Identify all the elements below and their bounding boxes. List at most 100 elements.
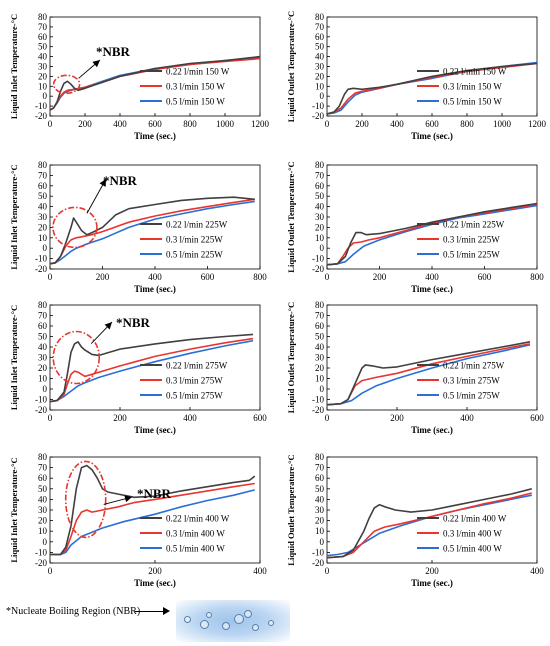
y-tick-label: 80 <box>315 160 325 170</box>
legend-label: 0.3 l/min 150 W <box>166 82 225 92</box>
y-tick-label: 20 <box>38 71 48 81</box>
y-tick-label: 10 <box>315 233 325 243</box>
y-tick-label: 20 <box>315 363 325 373</box>
legend-label: 0.3 l/min 150 W <box>443 82 502 92</box>
y-tick-label: -10 <box>312 101 324 111</box>
bubble-icon <box>252 624 259 631</box>
y-tick-label: 70 <box>315 170 325 180</box>
legend-label: 0.22 l/min 275W <box>166 361 228 371</box>
series-line-0 <box>327 202 537 266</box>
y-tick-label: 20 <box>38 516 48 526</box>
y-tick-label: -10 <box>35 101 47 111</box>
series-line-0 <box>50 333 254 403</box>
y-tick-label: 60 <box>38 181 48 191</box>
y-tick-label: 0 <box>43 384 48 394</box>
y-tick-label: 60 <box>38 321 48 331</box>
legend-label: 0.5 l/min 225W <box>166 250 223 260</box>
x-tick-label: 200 <box>390 413 404 423</box>
legend-label: 0.3 l/min 225W <box>443 235 500 245</box>
x-tick-label: 0 <box>325 413 330 423</box>
x-tick-label: 1000 <box>216 119 235 129</box>
y-tick-label: 50 <box>38 191 48 201</box>
x-axis-label: Time (sec.) <box>134 284 176 294</box>
x-tick-label: 200 <box>78 119 92 129</box>
legend-label: 0.5 l/min 275W <box>443 391 500 401</box>
y-tick-label: 60 <box>38 32 48 42</box>
x-axis-label: Time (sec.) <box>411 578 453 588</box>
y-tick-label: -20 <box>312 264 324 274</box>
y-tick-label: -20 <box>35 264 47 274</box>
y-tick-label: 40 <box>38 202 48 212</box>
x-tick-label: 0 <box>325 119 330 129</box>
legend-label: 0.3 l/min 225W <box>166 235 223 245</box>
bubble-icon <box>206 612 212 618</box>
y-tick-label: 0 <box>320 243 325 253</box>
x-tick-label: 0 <box>325 566 330 576</box>
series-line-2 <box>50 200 255 265</box>
legend-label: 0.22 l/min 400 W <box>443 514 507 524</box>
legend-label: 0.5 l/min 400 W <box>443 544 502 554</box>
x-tick-label: 600 <box>478 272 492 282</box>
legend: 0.22 l/min 225W 0.3 l/min 225W 0.5 l/min 2… <box>417 220 505 260</box>
legend: 0.22 l/min 150 W 0.3 l/min 150 W 0.5 l/min… <box>417 67 507 107</box>
legend-label: 0.3 l/min 275W <box>166 376 223 386</box>
x-axis-label: Time (sec.) <box>411 131 453 141</box>
bubble-icon <box>234 614 244 624</box>
series-line-0 <box>50 464 256 556</box>
x-tick-label: 400 <box>425 272 439 282</box>
x-axis-label: Time (sec.) <box>134 131 176 141</box>
legend: 0.22 l/min 275W 0.3 l/min 275W 0.5 l/min 2… <box>140 361 228 401</box>
x-tick-label: 400 <box>253 566 267 576</box>
x-tick-label: 400 <box>183 413 197 423</box>
y-tick-label: -20 <box>35 405 47 415</box>
y-tick-label: 30 <box>315 505 325 515</box>
y-axis-label: Liquid Inlet Temperature-°C <box>9 164 19 269</box>
x-axis-label: Time (sec.) <box>134 578 176 588</box>
x-tick-label: 0 <box>48 566 53 576</box>
nbr-annotation: *NBR <box>96 44 131 59</box>
y-tick-label: 30 <box>315 212 325 222</box>
y-tick-label: 30 <box>38 62 48 72</box>
y-tick-label: 20 <box>315 71 325 81</box>
y-tick-label: -10 <box>35 254 47 264</box>
x-tick-label: 200 <box>113 413 127 423</box>
y-tick-label: 0 <box>43 537 48 547</box>
x-tick-label: 400 <box>390 119 404 129</box>
y-tick-label: 40 <box>315 52 325 62</box>
series-line-0 <box>327 62 537 115</box>
y-tick-label: 10 <box>315 526 325 536</box>
bubble-icon <box>222 622 230 630</box>
legend-label: 0.3 l/min 400 W <box>443 529 502 539</box>
x-tick-label: 200 <box>148 566 162 576</box>
y-tick-label: 70 <box>315 463 325 473</box>
legend-label: 0.22 l/min 225W <box>166 220 228 230</box>
x-tick-label: 600 <box>253 413 267 423</box>
x-tick-label: 400 <box>460 413 474 423</box>
legend-label: 0.5 l/min 150 W <box>166 97 225 107</box>
y-tick-label: 10 <box>315 81 325 91</box>
series-line-2 <box>327 494 532 557</box>
nbr-highlight-circle <box>52 74 81 95</box>
x-axis-label: Time (sec.) <box>411 284 453 294</box>
y-axis-label: Liquid Outlet Temperature-°C <box>286 454 296 565</box>
x-axis-label: Time (sec.) <box>134 425 176 435</box>
y-tick-label: -10 <box>312 547 324 557</box>
x-tick-label: 0 <box>325 272 330 282</box>
series-line-1 <box>327 62 537 115</box>
x-tick-label: 800 <box>183 119 197 129</box>
y-tick-label: 10 <box>38 374 48 384</box>
series-line-0 <box>327 488 532 559</box>
y-tick-label: 60 <box>315 473 325 483</box>
y-tick-label: 80 <box>38 160 48 170</box>
y-tick-label: -10 <box>312 254 324 264</box>
nbr-arrow-head-icon <box>99 179 106 187</box>
y-tick-label: 30 <box>315 62 325 72</box>
legend-label: 0.5 l/min 225W <box>443 250 500 260</box>
